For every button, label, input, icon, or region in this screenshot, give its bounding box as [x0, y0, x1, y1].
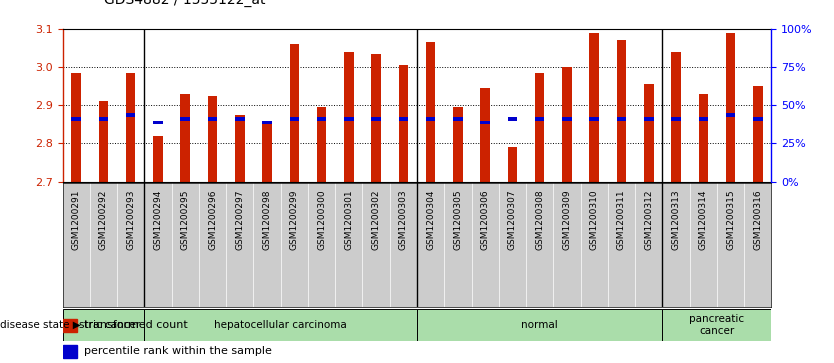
Bar: [535, 117, 545, 121]
Text: normal: normal: [521, 320, 558, 330]
Text: GSM1200294: GSM1200294: [153, 189, 163, 250]
Bar: [426, 42, 435, 182]
Bar: [235, 115, 244, 182]
Bar: [63, 345, 77, 358]
Text: GSM1200295: GSM1200295: [181, 189, 190, 250]
Text: percentile rank within the sample: percentile rank within the sample: [83, 346, 272, 356]
Text: pancreatic
cancer: pancreatic cancer: [690, 314, 745, 336]
Text: disease state ▶: disease state ▶: [0, 320, 81, 330]
Bar: [726, 33, 736, 182]
Text: GSM1200293: GSM1200293: [126, 189, 135, 250]
Text: GSM1200315: GSM1200315: [726, 189, 735, 250]
Bar: [480, 88, 490, 182]
Text: GSM1200298: GSM1200298: [263, 189, 272, 250]
Bar: [590, 33, 599, 182]
Text: GSM1200316: GSM1200316: [753, 189, 762, 250]
Bar: [153, 121, 163, 125]
Bar: [753, 118, 762, 121]
Bar: [289, 117, 299, 121]
Bar: [662, 309, 771, 341]
Bar: [126, 113, 135, 117]
Bar: [671, 52, 681, 182]
Text: GSM1200314: GSM1200314: [699, 189, 708, 250]
Bar: [371, 54, 381, 182]
Bar: [72, 117, 81, 121]
Bar: [262, 121, 272, 125]
Text: GSM1200306: GSM1200306: [480, 189, 490, 250]
Bar: [508, 118, 517, 121]
Text: GSM1200310: GSM1200310: [590, 189, 599, 250]
Bar: [417, 309, 662, 341]
Bar: [562, 67, 572, 182]
Text: GSM1200311: GSM1200311: [617, 189, 626, 250]
Bar: [753, 86, 762, 182]
Bar: [344, 117, 354, 121]
Bar: [98, 101, 108, 182]
Bar: [180, 94, 190, 182]
Bar: [126, 73, 135, 182]
Bar: [289, 44, 299, 182]
Bar: [616, 117, 626, 121]
Bar: [562, 117, 572, 121]
Bar: [63, 309, 144, 341]
Bar: [153, 136, 163, 182]
Bar: [699, 94, 708, 182]
Text: GSM1200300: GSM1200300: [317, 189, 326, 250]
Bar: [144, 309, 417, 341]
Bar: [644, 118, 654, 121]
Bar: [453, 107, 463, 182]
Bar: [262, 121, 272, 182]
Text: GSM1200301: GSM1200301: [344, 189, 354, 250]
Text: transformed count: transformed count: [83, 320, 188, 330]
Bar: [535, 73, 545, 182]
Bar: [399, 118, 408, 121]
Text: gastric cancer: gastric cancer: [67, 320, 141, 330]
Text: hepatocellular carcinoma: hepatocellular carcinoma: [214, 320, 347, 330]
Bar: [399, 65, 408, 182]
Bar: [671, 117, 681, 121]
Bar: [317, 118, 326, 121]
Text: GSM1200296: GSM1200296: [208, 189, 217, 250]
Bar: [235, 118, 244, 121]
Text: GSM1200309: GSM1200309: [562, 189, 571, 250]
Bar: [371, 118, 381, 121]
Bar: [480, 121, 490, 125]
Text: GSM1200312: GSM1200312: [644, 189, 653, 250]
Bar: [208, 96, 218, 182]
Text: GSM1200299: GSM1200299: [289, 189, 299, 250]
Bar: [426, 118, 435, 121]
Text: GSM1200307: GSM1200307: [508, 189, 517, 250]
Text: GSM1200308: GSM1200308: [535, 189, 545, 250]
Text: GSM1200305: GSM1200305: [454, 189, 462, 250]
Text: GSM1200297: GSM1200297: [235, 189, 244, 250]
Bar: [616, 41, 626, 182]
Text: GSM1200292: GSM1200292: [99, 189, 108, 250]
Bar: [317, 107, 326, 182]
Bar: [180, 118, 190, 121]
Bar: [508, 147, 517, 182]
Bar: [453, 118, 463, 121]
Bar: [344, 52, 354, 182]
Bar: [72, 73, 81, 182]
Bar: [63, 319, 77, 333]
Bar: [699, 117, 708, 121]
Bar: [208, 117, 218, 121]
Text: GSM1200304: GSM1200304: [426, 189, 435, 250]
Text: GSM1200302: GSM1200302: [372, 189, 380, 250]
Text: GSM1200291: GSM1200291: [72, 189, 81, 250]
Bar: [726, 113, 736, 117]
Text: GDS4882 / 1555122_at: GDS4882 / 1555122_at: [104, 0, 266, 7]
Bar: [590, 117, 599, 121]
Text: GSM1200303: GSM1200303: [399, 189, 408, 250]
Bar: [98, 118, 108, 121]
Text: GSM1200313: GSM1200313: [671, 189, 681, 250]
Bar: [644, 84, 654, 182]
